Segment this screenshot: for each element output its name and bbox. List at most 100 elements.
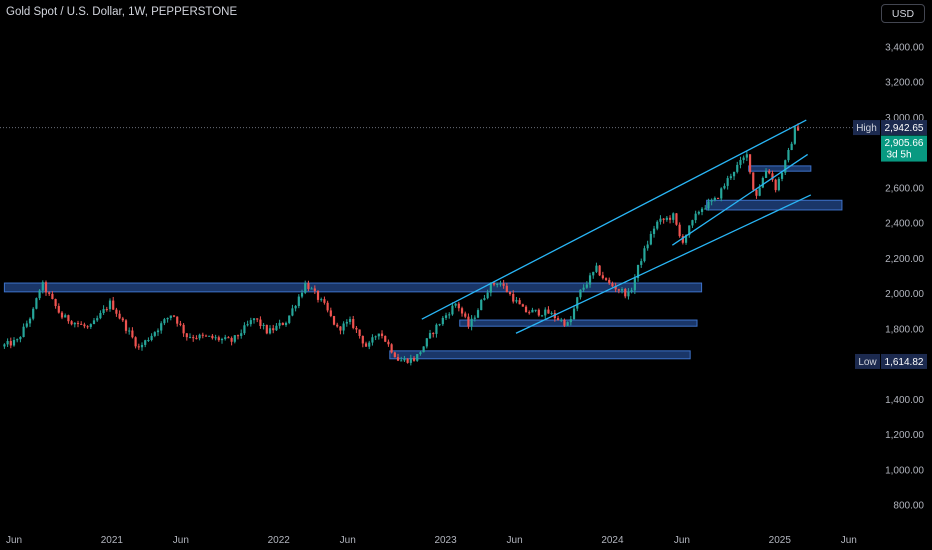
candle-body <box>390 344 393 353</box>
y-tick-label: 2,200.00 <box>885 254 924 265</box>
candle-body <box>723 185 726 189</box>
candle-body <box>128 330 131 332</box>
candle-body <box>153 332 156 336</box>
support-zone <box>748 165 812 172</box>
candle-body <box>496 284 499 286</box>
candle-body <box>700 208 704 212</box>
candle-body <box>585 284 588 288</box>
candle-body <box>544 309 547 316</box>
candle-body <box>329 310 332 317</box>
candle-body <box>764 170 768 178</box>
candle-body <box>537 309 540 316</box>
candle-body <box>204 335 208 337</box>
y-tick-label: 2,600.00 <box>885 183 924 194</box>
high-value: 2,942.65 <box>885 123 924 134</box>
candle-body <box>201 334 204 336</box>
candle-body <box>358 329 361 336</box>
y-tick-label: 3,400.00 <box>885 43 924 54</box>
candle-body <box>710 200 713 202</box>
candle-body <box>96 318 99 321</box>
candle-body <box>92 320 96 325</box>
candle-body <box>230 338 233 342</box>
candles-layer <box>3 123 800 366</box>
candle-body <box>499 283 502 285</box>
candle-body <box>582 287 585 290</box>
candle-body <box>572 308 576 320</box>
candle-body <box>281 322 284 325</box>
candle-body <box>131 330 134 338</box>
candle-body <box>716 197 720 199</box>
zones-layer <box>3 165 843 360</box>
candle-body <box>240 333 243 336</box>
candle-body <box>726 178 729 186</box>
candle-body <box>646 244 649 249</box>
candle-body <box>377 333 380 337</box>
candle-body <box>403 358 406 361</box>
candle-body <box>384 335 387 342</box>
candle-body <box>307 283 310 289</box>
candle-body <box>793 126 796 144</box>
candle-body <box>259 319 262 327</box>
y-tick-label: 3,200.00 <box>885 78 924 89</box>
x-tick-label: 2025 <box>769 535 792 546</box>
candle-body <box>35 298 38 309</box>
candle-body <box>291 308 294 316</box>
candle-body <box>438 324 441 326</box>
candle-body <box>688 225 691 236</box>
currency-button[interactable]: USD <box>881 4 925 23</box>
candle-body <box>454 303 457 306</box>
candle-body <box>649 233 652 245</box>
candle-body <box>262 324 265 327</box>
candle-body <box>348 319 352 322</box>
candle-body <box>492 282 496 285</box>
candle-body <box>332 316 336 325</box>
candle-body <box>166 317 169 320</box>
candle-body <box>76 322 80 324</box>
candle-body <box>732 171 736 177</box>
candle-body <box>3 344 6 347</box>
candle-body <box>233 335 236 342</box>
candle-body <box>268 328 272 334</box>
y-axis: 800.001,000.001,200.001,400.001,600.001,… <box>885 43 924 512</box>
candle-body <box>451 305 454 315</box>
candle-body <box>265 324 268 334</box>
x-tick-label: Jun <box>173 535 189 546</box>
candle-body <box>502 283 505 286</box>
candle-body <box>86 326 89 328</box>
x-tick-label: 2021 <box>101 535 124 546</box>
candle-body <box>739 159 742 165</box>
candle-body <box>528 312 531 314</box>
candle-body <box>659 218 662 222</box>
y-tick-label: 1,800.00 <box>885 324 924 335</box>
candle-body <box>627 291 630 297</box>
candle-body <box>54 298 57 307</box>
x-tick-label: 2022 <box>268 535 291 546</box>
x-axis: Jun 2021 Jun 2022 Jun 2023 Jun 2024 Jun 2025 Jun <box>6 535 857 546</box>
candle-body <box>505 285 508 293</box>
candle-body <box>588 275 592 285</box>
candle-body <box>44 282 48 293</box>
candle-body <box>665 217 668 220</box>
candle-body <box>684 235 688 243</box>
candle-body <box>579 289 582 298</box>
candle-body <box>406 358 409 363</box>
support-zone <box>459 319 698 327</box>
candle-body <box>115 309 118 314</box>
candle-body <box>156 330 160 333</box>
candle-body <box>745 154 748 158</box>
candle-body <box>19 336 22 340</box>
candle-body <box>188 337 192 339</box>
candle-body <box>64 315 67 318</box>
x-tick-label: Jun <box>507 535 523 546</box>
candle-body <box>256 318 259 320</box>
candle-body <box>316 290 320 300</box>
candle-body <box>595 265 598 272</box>
candle-body <box>598 265 601 276</box>
candle-body <box>678 224 681 237</box>
candle-body <box>662 218 665 220</box>
support-zone <box>706 199 843 211</box>
candle-body <box>140 344 144 348</box>
candle-body <box>227 337 230 339</box>
